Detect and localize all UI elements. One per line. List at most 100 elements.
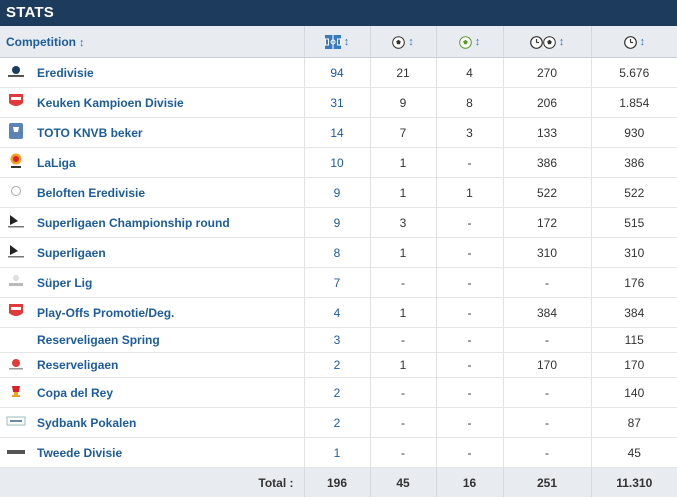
- goals-value: -: [370, 377, 437, 408]
- assists-value: -: [436, 237, 504, 268]
- appearances-link[interactable]: 9: [304, 177, 371, 208]
- appearances-link[interactable]: 2: [304, 377, 371, 408]
- minutes-value: 5.676: [591, 57, 677, 88]
- assists-value: 4: [436, 57, 504, 88]
- minutes-per-goal-value: 133: [503, 117, 592, 148]
- table-row: Superligaen Championship round 9 3-172 515: [0, 207, 677, 238]
- laliga-logo: [8, 152, 24, 173]
- competition-logo[interactable]: [0, 437, 31, 468]
- competition-name-link[interactable]: Superligaen: [31, 237, 305, 268]
- competition-logo[interactable]: [0, 117, 31, 148]
- assists-column-header[interactable]: ↕: [436, 26, 504, 58]
- table-row: Play-Offs Promotie/Deg. 4 1-384 384: [0, 297, 677, 328]
- competition-logo[interactable]: [0, 207, 31, 238]
- competition-column-header[interactable]: Competition ↕: [0, 26, 305, 58]
- appearances-link[interactable]: 2: [304, 352, 371, 378]
- appearances-link[interactable]: 3: [304, 327, 371, 353]
- total-assists: 16: [436, 467, 504, 497]
- reserveligaen-logo: [7, 357, 25, 374]
- table-row: Tweede Divisie 1- - -45: [0, 437, 677, 468]
- competition-logo[interactable]: [0, 87, 31, 118]
- competition-name-link[interactable]: Süper Lig: [31, 267, 305, 298]
- competition-logo[interactable]: [0, 147, 31, 178]
- minutes-value: 140: [591, 377, 677, 408]
- minutes-per-goal-value: -: [503, 437, 592, 468]
- appearances-link[interactable]: 10: [304, 147, 371, 178]
- ball-assist-icon: [458, 35, 472, 49]
- goals-value: -: [370, 407, 437, 438]
- assists-value: -: [436, 267, 504, 298]
- sort-icon[interactable]: ↕: [79, 36, 85, 49]
- competition-logo[interactable]: [0, 327, 31, 353]
- goals-value: 1: [370, 297, 437, 328]
- goals-value: -: [370, 327, 437, 353]
- competition-name-link[interactable]: Superligaen Championship round: [31, 207, 305, 238]
- appearances-column-header[interactable]: ↕: [304, 26, 371, 58]
- competition-name-link[interactable]: LaLiga: [31, 147, 305, 178]
- minutes-value: 170: [591, 352, 677, 378]
- appearances-link[interactable]: 1: [304, 437, 371, 468]
- sort-icon[interactable]: ↕: [408, 36, 414, 49]
- goals-value: 1: [370, 352, 437, 378]
- table-row: Superligaen 8 1-310 310: [0, 237, 677, 268]
- sort-icon[interactable]: ↕: [343, 36, 350, 49]
- minutes-value: 45: [591, 437, 677, 468]
- minutes-value: 1.854: [591, 87, 677, 118]
- competition-logo[interactable]: [0, 267, 31, 298]
- competition-name-link[interactable]: Sydbank Pokalen: [31, 407, 305, 438]
- minutes-value: 115: [591, 327, 677, 353]
- appearances-link[interactable]: 9: [304, 207, 371, 238]
- minutes-column-header[interactable]: ↕: [591, 26, 677, 58]
- competition-logo[interactable]: [0, 352, 31, 378]
- competition-logo[interactable]: [0, 237, 31, 268]
- minutes-per-goal-value: -: [503, 407, 592, 438]
- sydbank-logo: [6, 415, 26, 430]
- assists-value: -: [436, 352, 504, 378]
- assists-value: -: [436, 407, 504, 438]
- minutes-per-goal-column-header[interactable]: ↕: [503, 26, 592, 58]
- table-row: Süper Lig 7- - -176: [0, 267, 677, 298]
- super-lig-logo: [6, 273, 26, 292]
- sort-icon[interactable]: ↕: [474, 36, 481, 49]
- kkd-logo: [7, 92, 25, 113]
- assists-value: -: [436, 207, 504, 238]
- ball-icon: [392, 35, 406, 49]
- appearances-link[interactable]: 8: [304, 237, 371, 268]
- assists-value: 8: [436, 87, 504, 118]
- appearances-link[interactable]: 94: [304, 57, 371, 88]
- goals-value: -: [370, 267, 437, 298]
- minutes-per-goal-value: 522: [503, 177, 592, 208]
- competition-name-link[interactable]: Copa del Rey: [31, 377, 305, 408]
- competition-logo[interactable]: [0, 377, 31, 408]
- minutes-value: 87: [591, 407, 677, 438]
- appearances-link[interactable]: 2: [304, 407, 371, 438]
- minutes-per-goal-value: -: [503, 327, 592, 353]
- table-row: Beloften Eredivisie 9 1 1 522 522: [0, 177, 677, 208]
- kkd-logo: [7, 302, 25, 323]
- squad-pitch-icon: [324, 34, 341, 49]
- competition-logo[interactable]: [0, 407, 31, 438]
- competition-name-link[interactable]: TOTO KNVB beker: [31, 117, 305, 148]
- competition-logo[interactable]: [0, 177, 31, 208]
- competition-logo[interactable]: [0, 297, 31, 328]
- competition-name-link[interactable]: Tweede Divisie: [31, 437, 305, 468]
- competition-name-link[interactable]: Reserveligaen Spring: [31, 327, 305, 353]
- totals-row: Total : 196 45 16 251 11.310: [0, 467, 677, 497]
- appearances-link[interactable]: 14: [304, 117, 371, 148]
- stats-table: Competition ↕ ↕ ↕: [0, 26, 677, 497]
- competition-name-link[interactable]: Beloften Eredivisie: [31, 177, 305, 208]
- competition-logo[interactable]: [0, 57, 31, 88]
- stats-table-body: Eredivisie 94 21 4 270 5.676 Keuken Kampioen D…: [0, 57, 677, 468]
- sort-icon[interactable]: ↕: [639, 36, 646, 49]
- copa-del-rey-logo: [8, 383, 24, 402]
- competition-name-link[interactable]: Play-Offs Promotie/Deg.: [31, 297, 305, 328]
- appearances-link[interactable]: 7: [304, 267, 371, 298]
- competition-name-link[interactable]: Keuken Kampioen Divisie: [31, 87, 305, 118]
- appearances-link[interactable]: 31: [304, 87, 371, 118]
- competition-name-link[interactable]: Reserveligaen: [31, 352, 305, 378]
- sort-icon[interactable]: ↕: [558, 36, 565, 49]
- goals-value: -: [370, 437, 437, 468]
- appearances-link[interactable]: 4: [304, 297, 371, 328]
- competition-name-link[interactable]: Eredivisie: [31, 57, 305, 88]
- goals-column-header[interactable]: ↕: [370, 26, 437, 58]
